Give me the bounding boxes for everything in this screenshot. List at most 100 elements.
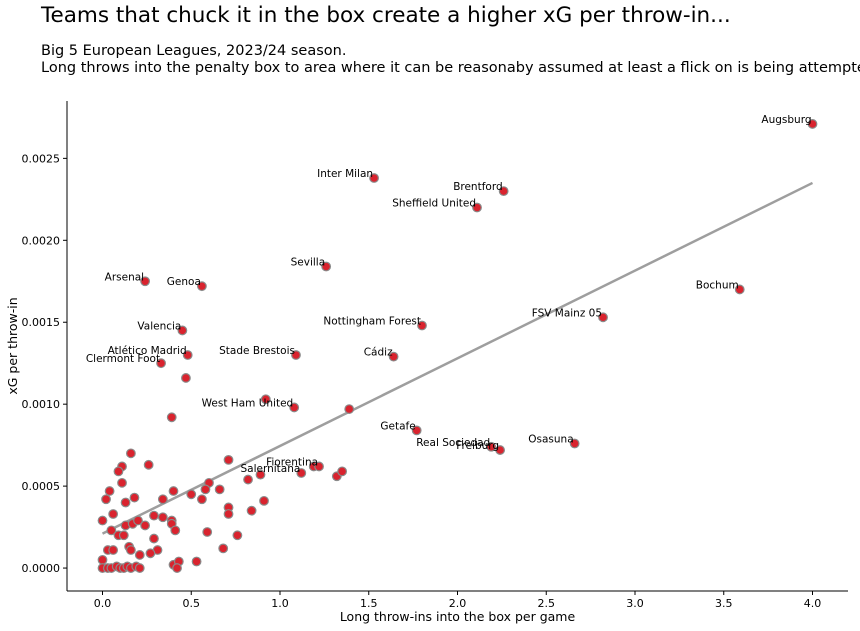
data-point [200, 484, 211, 495]
data-point-labeled [388, 351, 399, 362]
data-point-labeled [472, 202, 482, 213]
data-point [143, 459, 154, 470]
y-tick-label: 0.0020 [22, 234, 61, 247]
data-point [246, 505, 257, 516]
data-point-labeled [369, 173, 379, 183]
y-tick-label: 0.0010 [22, 398, 61, 411]
data-point [108, 545, 119, 555]
x-tick-label: 0.0 [94, 597, 112, 610]
point-label: Sevilla [291, 257, 326, 269]
data-point [125, 448, 136, 459]
data-point [243, 474, 253, 485]
point-label: Arsenal [105, 271, 144, 283]
data-point-labeled [598, 312, 608, 323]
data-point [218, 543, 229, 554]
data-point [117, 477, 127, 488]
point-label: Salernitana [240, 463, 300, 475]
data-point [259, 495, 269, 506]
data-point-labeled [289, 402, 300, 413]
data-point [260, 394, 271, 405]
data-point-labeled [291, 350, 301, 360]
data-point [97, 515, 108, 526]
data-point [186, 489, 197, 500]
data-point [191, 556, 202, 567]
y-tick-label: 0.0025 [22, 152, 61, 165]
data-point-labeled [177, 325, 188, 336]
point-label: Inter Milan [317, 168, 373, 180]
data-point [157, 512, 168, 523]
data-point [232, 530, 243, 541]
point-label: Augsburg [761, 114, 811, 126]
subtitle-line-1: Big 5 European Leagues, 2023/24 season. [41, 43, 347, 59]
x-tick-label: 3.0 [626, 597, 644, 610]
data-point-labeled [498, 186, 509, 197]
point-label: Valencia [137, 320, 181, 332]
x-tick-label: 0.5 [183, 597, 201, 610]
data-point [101, 494, 111, 505]
data-point [170, 525, 181, 536]
data-point [166, 412, 177, 423]
y-tick-label: 0.0015 [22, 316, 61, 329]
y-tick-label: 0.0005 [22, 480, 61, 493]
data-point [104, 486, 115, 496]
x-tick-label: 2.0 [449, 597, 467, 610]
data-point [113, 466, 124, 477]
data-point [181, 373, 191, 383]
point-label: Nottingham Forest [323, 316, 421, 328]
data-point [133, 515, 143, 526]
data-point-labeled [486, 441, 497, 452]
data-point [344, 404, 355, 414]
data-point [129, 492, 140, 503]
data-point [223, 454, 234, 465]
point-label: Osasuna [528, 434, 573, 446]
data-point [196, 494, 207, 505]
data-point [120, 497, 131, 508]
point-label: Getafe [380, 420, 415, 432]
point-label: Cádiz [364, 347, 393, 359]
point-label: Real Sociedad [416, 437, 490, 449]
data-point [223, 509, 234, 519]
data-point-labeled [140, 276, 151, 287]
data-point [157, 494, 168, 505]
data-point-labeled [569, 438, 580, 449]
data-point [145, 548, 156, 559]
y-axis-label: xG per throw-in [5, 297, 20, 394]
axes: 0.0 0.5 1.0 1.5 2.0 2.5 3.0 3.5 4.0 0.0000 0.0005 0… [22, 101, 848, 610]
data-point [118, 530, 129, 541]
data-point-labeled [314, 461, 324, 472]
x-axis-label: Long throw-ins into the box per game [340, 609, 576, 624]
x-tick-label: 4.0 [804, 597, 822, 610]
data-point-labeled [156, 358, 166, 369]
data-point [134, 563, 145, 573]
point-label: Atlético Madrid [108, 345, 187, 357]
data-point [172, 563, 182, 573]
data-point [255, 469, 266, 480]
x-tick-label: 3.5 [715, 597, 733, 610]
data-point [125, 545, 136, 555]
x-tick-label: 1.5 [360, 597, 378, 610]
point-label: Stade Brestois [219, 345, 295, 357]
point-label: Genoa [167, 276, 201, 288]
point-label: Sheffield United [392, 198, 476, 210]
x-tick-label: 2.5 [538, 597, 556, 610]
data-point-labeled [296, 468, 307, 478]
data-point [168, 486, 179, 496]
data-point [202, 527, 213, 537]
point-label: Bochum [696, 279, 739, 291]
data-point [106, 525, 117, 536]
point-label: West Ham United [202, 397, 294, 409]
data-point [134, 550, 145, 560]
chart-title: Teams that chuck it in the box create a … [41, 3, 731, 28]
data-point-labeled [807, 119, 818, 129]
data-point-labeled [417, 320, 427, 331]
data-point-labeled [495, 445, 506, 455]
data-point [97, 554, 108, 565]
data-point [149, 510, 159, 521]
data-point-labeled [196, 281, 207, 292]
points-layer [97, 119, 818, 573]
data-point [214, 484, 225, 495]
point-labels-layer: Augsburg Inter Milan Brentford Sheffield Un… [86, 114, 812, 475]
data-point-labeled [734, 284, 745, 295]
chart-subtitle: Big 5 European Leagues, 2023/24 season. … [41, 43, 860, 77]
